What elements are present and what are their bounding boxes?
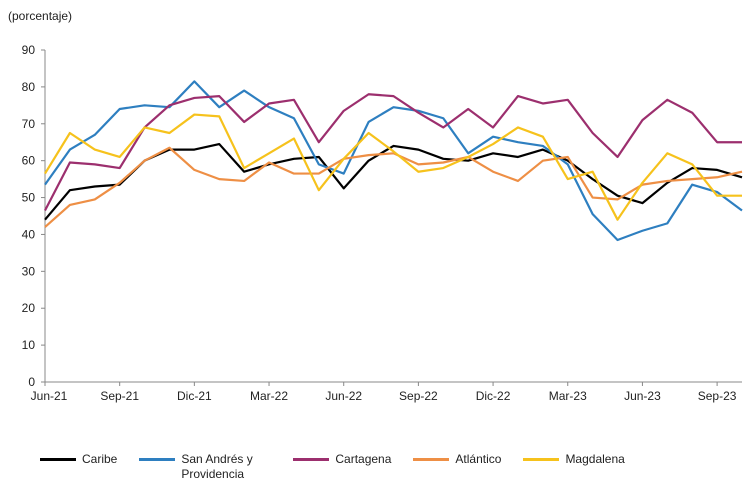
x-tick-label: Jun-23	[624, 389, 661, 403]
legend-label: Cartagena	[335, 452, 392, 466]
y-axis-label: (porcentaje)	[8, 9, 72, 23]
x-tick-label: Jun-21	[31, 389, 68, 403]
legend-item: Magdalena	[523, 452, 625, 482]
legend-label: San Andrés y Providencia	[181, 452, 253, 481]
y-tick-label: 50	[22, 191, 36, 205]
y-tick-label: 60	[22, 154, 36, 168]
legend-swatch	[293, 458, 330, 461]
y-tick-label: 90	[22, 43, 36, 57]
y-tick-label: 0	[28, 375, 35, 389]
x-tick-label: Dic-21	[177, 389, 212, 403]
series-line	[44, 113, 742, 221]
x-tick-label: Mar-23	[549, 389, 587, 403]
legend-label: Atlántico	[455, 452, 502, 466]
legend-item: Cartagena	[293, 452, 391, 482]
legend-swatch	[40, 458, 76, 461]
legend: Caribe San Andrés y Providencia Cartagena A…	[40, 452, 740, 482]
legend-item: Atlántico	[413, 452, 501, 482]
legend-swatch	[139, 458, 176, 461]
legend-swatch	[523, 458, 560, 461]
y-tick-label: 70	[22, 117, 36, 131]
y-tick-label: 80	[22, 80, 36, 94]
y-tick-label: 30	[22, 264, 36, 278]
x-tick-label: Sep-23	[698, 389, 737, 403]
x-tick-label: Mar-22	[250, 389, 288, 403]
series-line	[44, 142, 743, 221]
legend-item: San Andrés y Providencia	[139, 452, 271, 482]
series-line	[44, 93, 742, 211]
legend-swatch	[413, 458, 450, 461]
legend-label: Caribe	[82, 452, 118, 466]
x-tick-label: Dic-22	[476, 389, 511, 403]
plot: (porcentaje) 0 10 20 30 40 50 60 70 80 90 Jun-21 Se…	[8, 9, 743, 403]
x-tick-label: Sep-21	[100, 389, 139, 403]
y-tick-label: 10	[22, 338, 36, 352]
x-tick-label: Sep-22	[399, 389, 438, 403]
legend-label: Magdalena	[565, 452, 625, 466]
x-tick-label: Jun-22	[325, 389, 362, 403]
series-line	[44, 146, 743, 228]
y-tick-label: 40	[22, 227, 36, 241]
legend-item: Caribe	[40, 452, 117, 482]
series-line	[44, 80, 743, 242]
y-tick-label: 20	[22, 301, 36, 315]
